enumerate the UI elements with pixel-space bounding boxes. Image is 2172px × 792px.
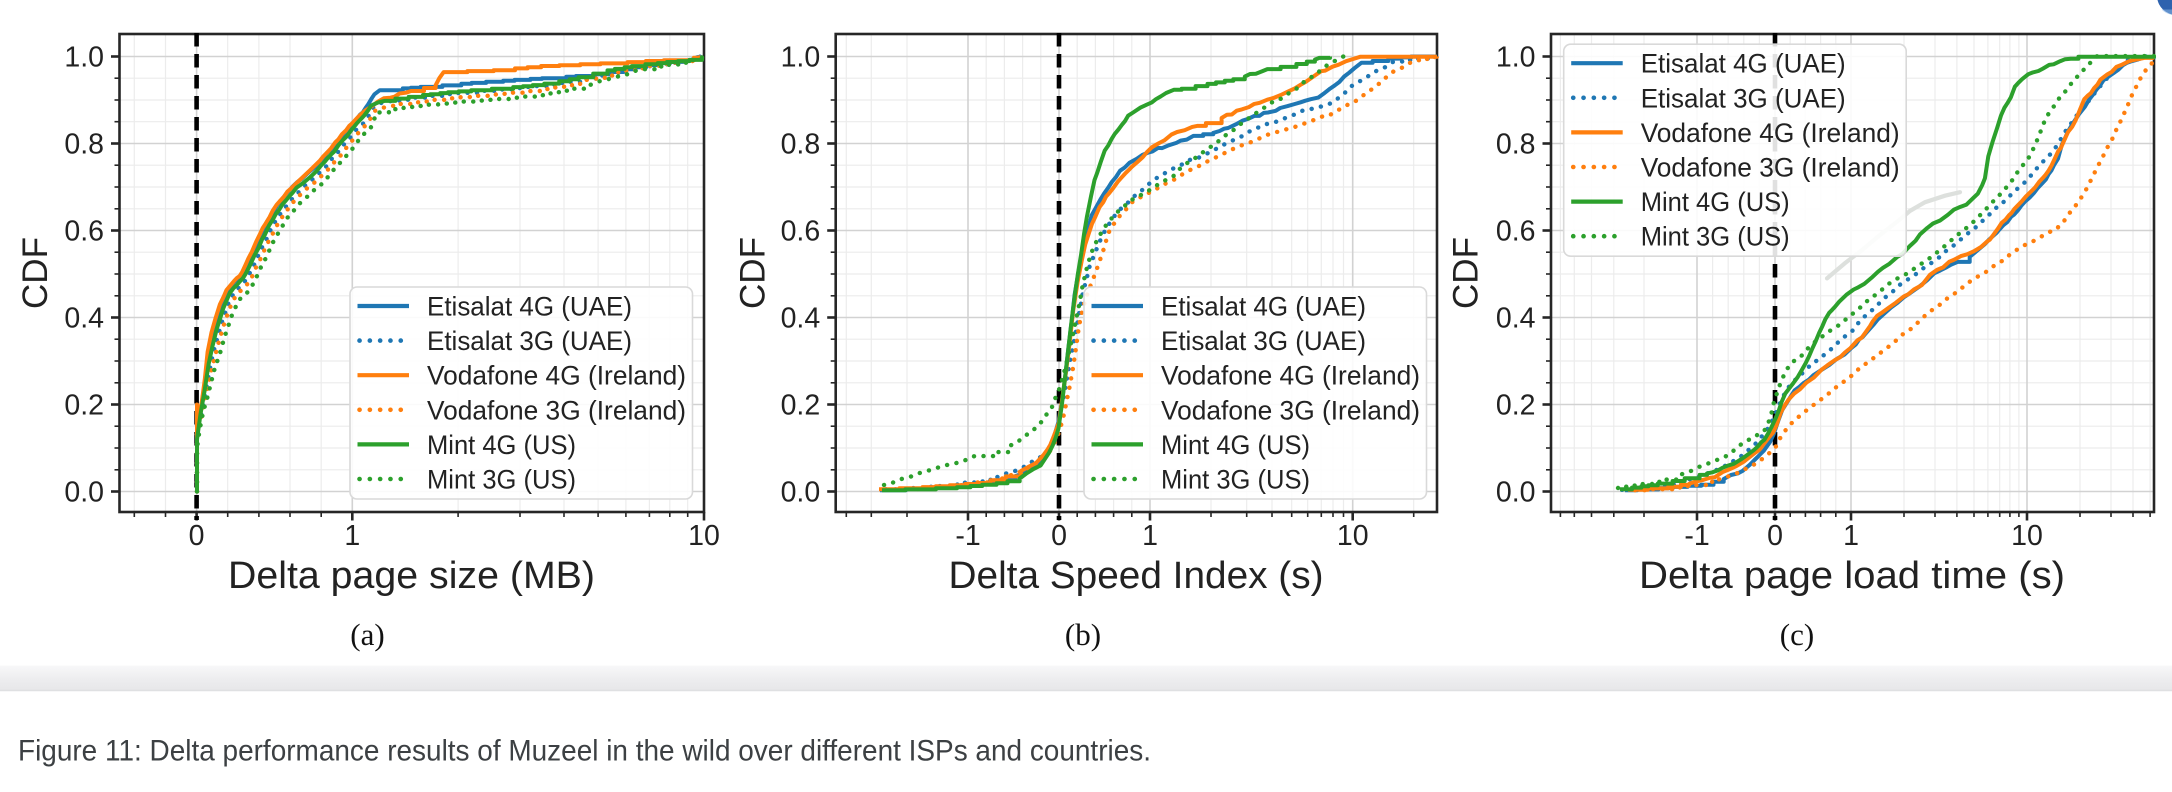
svg-text:Mint 3G (US): Mint 3G (US) [1641, 222, 1790, 252]
svg-text:(b): (b) [1065, 617, 1101, 652]
svg-text:Delta Speed Index (s): Delta Speed Index (s) [949, 555, 1324, 597]
svg-text:-1: -1 [1684, 520, 1709, 552]
svg-text:1.0: 1.0 [781, 42, 821, 74]
svg-text:0.8: 0.8 [781, 129, 821, 161]
svg-text:0.8: 0.8 [64, 129, 104, 161]
svg-text:0.4: 0.4 [781, 303, 821, 335]
svg-text:0: 0 [1767, 520, 1783, 552]
svg-text:(c): (c) [1780, 617, 1814, 652]
svg-text:Vodafone 3G (Ireland): Vodafone 3G (Ireland) [1641, 153, 1900, 183]
svg-text:0.2: 0.2 [1496, 390, 1536, 422]
svg-text:CDF: CDF [16, 237, 55, 309]
svg-text:Etisalat 3G (UAE): Etisalat 3G (UAE) [427, 326, 632, 356]
svg-text:Mint 4G (US): Mint 4G (US) [427, 430, 576, 460]
svg-text:1.0: 1.0 [64, 42, 104, 74]
svg-text:CDF: CDF [734, 237, 773, 309]
svg-text:Vodafone 3G (Ireland): Vodafone 3G (Ireland) [1161, 395, 1420, 425]
svg-text:1: 1 [1843, 520, 1859, 552]
svg-text:0.6: 0.6 [1496, 216, 1536, 248]
svg-text:Etisalat 3G (UAE): Etisalat 3G (UAE) [1161, 326, 1366, 356]
svg-text:10: 10 [688, 520, 720, 552]
svg-text:0.6: 0.6 [64, 216, 104, 248]
svg-text:0: 0 [189, 520, 205, 552]
svg-text:0.2: 0.2 [781, 390, 821, 422]
svg-text:0.0: 0.0 [64, 477, 104, 509]
svg-text:Vodafone 4G (Ireland): Vodafone 4G (Ireland) [1161, 361, 1420, 391]
svg-text:1.0: 1.0 [1496, 42, 1536, 74]
svg-text:(a): (a) [350, 617, 384, 652]
svg-text:-1: -1 [955, 520, 980, 552]
svg-text:Vodafone 4G (Ireland): Vodafone 4G (Ireland) [427, 361, 686, 391]
svg-text:Mint 4G (US): Mint 4G (US) [1641, 187, 1790, 217]
svg-text:Mint 3G (US): Mint 3G (US) [427, 465, 576, 495]
svg-text:0.4: 0.4 [1496, 303, 1536, 335]
svg-text:10: 10 [2011, 520, 2043, 552]
svg-text:0.0: 0.0 [781, 477, 821, 509]
svg-text:Etisalat 4G (UAE): Etisalat 4G (UAE) [1641, 49, 1846, 79]
svg-text:0.4: 0.4 [64, 303, 104, 335]
svg-text:Delta page load time (s): Delta page load time (s) [1639, 555, 2065, 597]
svg-text:0: 0 [1051, 520, 1067, 552]
svg-text:Delta page size (MB): Delta page size (MB) [228, 555, 595, 597]
svg-text:CDF: CDF [1447, 237, 1486, 309]
svg-text:Vodafone 4G (Ireland): Vodafone 4G (Ireland) [1641, 118, 1900, 148]
svg-text:0.6: 0.6 [781, 216, 821, 248]
svg-text:Etisalat 3G (UAE): Etisalat 3G (UAE) [1641, 83, 1846, 113]
svg-text:1: 1 [1142, 520, 1158, 552]
svg-text:0.8: 0.8 [1496, 129, 1536, 161]
svg-text:10: 10 [1337, 520, 1369, 552]
svg-text:Vodafone 3G (Ireland): Vodafone 3G (Ireland) [427, 395, 686, 425]
svg-text:Etisalat 4G (UAE): Etisalat 4G (UAE) [427, 292, 632, 322]
svg-text:Mint 3G (US): Mint 3G (US) [1161, 465, 1310, 495]
svg-text:Mint 4G (US): Mint 4G (US) [1161, 430, 1310, 460]
svg-text:1: 1 [344, 520, 360, 552]
svg-text:0.0: 0.0 [1496, 477, 1536, 509]
svg-text:Etisalat 4G (UAE): Etisalat 4G (UAE) [1161, 292, 1366, 322]
svg-text:0.2: 0.2 [64, 390, 104, 422]
svg-text:Figure 11: Delta performance r: Figure 11: Delta performance results of … [18, 735, 1151, 768]
